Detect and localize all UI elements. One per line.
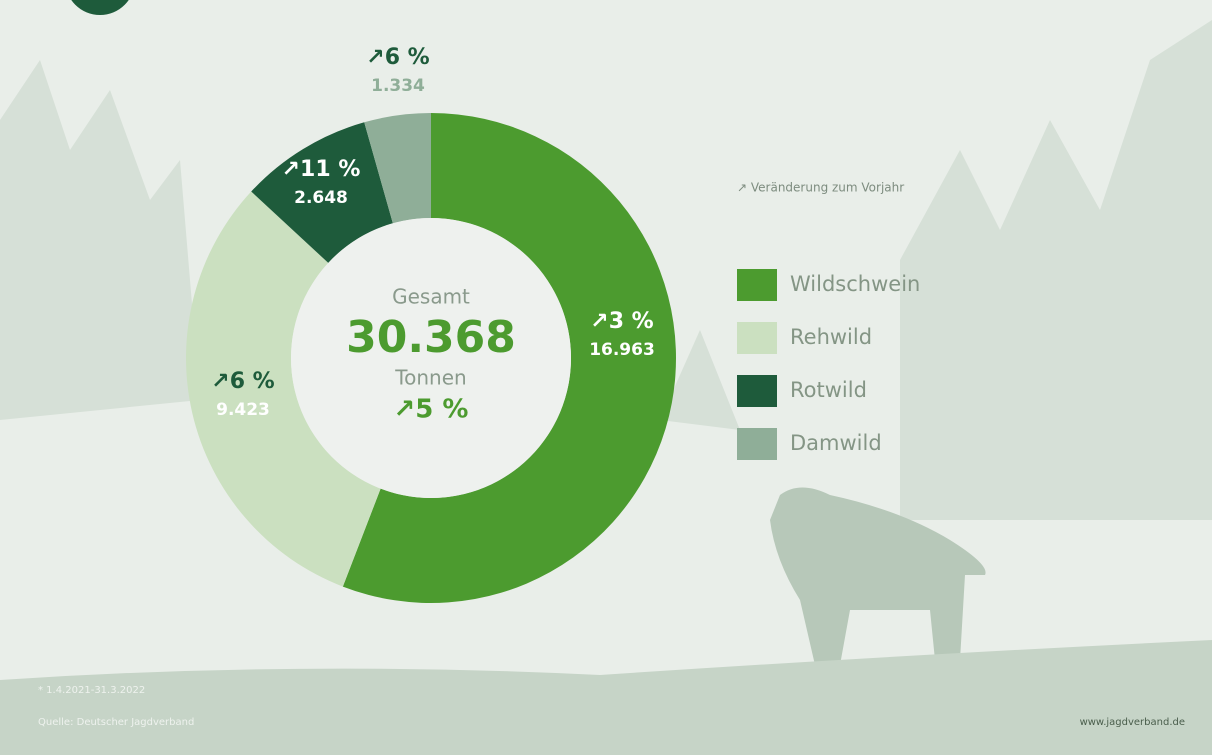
donut-hole bbox=[291, 218, 571, 498]
legend-label: Damwild bbox=[790, 431, 882, 455]
donut-slice bbox=[342, 113, 676, 603]
change-label: ↗6 % bbox=[366, 45, 429, 70]
legend-label: Rehwild bbox=[790, 325, 872, 349]
legend-swatch bbox=[737, 375, 777, 407]
change-label: ↗6 % bbox=[211, 369, 274, 394]
value-label: 16.963 bbox=[589, 340, 655, 360]
forest-silhouette bbox=[0, 20, 1212, 520]
center-change: ↗5 % bbox=[394, 395, 469, 425]
footnote: * 1.4.2021-31.3.2022 bbox=[38, 685, 145, 696]
center-caption: Gesamt bbox=[392, 285, 470, 309]
legend: Wildschwein Rehwild Rotwild Damwild bbox=[737, 269, 920, 460]
change-label: ↗3 % bbox=[590, 309, 653, 334]
center-unit: Tonnen bbox=[394, 366, 466, 390]
value-label: 2.648 bbox=[294, 188, 348, 208]
value-label: 9.423 bbox=[216, 400, 270, 420]
ground bbox=[0, 640, 1212, 755]
legend-label: Rotwild bbox=[790, 378, 867, 402]
boar-silhouette bbox=[770, 487, 986, 665]
change-label: ↗11 % bbox=[282, 157, 361, 182]
legend-swatch bbox=[737, 428, 777, 460]
donut-slice bbox=[364, 113, 431, 224]
legend-note: ↗ Veränderung zum Vorjahr bbox=[737, 181, 904, 195]
source: Quelle: Deutscher Jagdverband bbox=[38, 717, 194, 728]
website: www.jagdverband.de bbox=[1080, 717, 1185, 728]
logo bbox=[71, 0, 129, 15]
legend-label: Wildschwein bbox=[790, 272, 920, 296]
donut-slice bbox=[186, 191, 381, 587]
donut bbox=[186, 113, 676, 603]
legend-swatch bbox=[737, 269, 777, 301]
legend-swatch bbox=[737, 322, 777, 354]
center-total: 30.368 bbox=[346, 312, 516, 363]
value-label: 1.334 bbox=[371, 76, 425, 96]
donut-slice bbox=[251, 122, 393, 263]
